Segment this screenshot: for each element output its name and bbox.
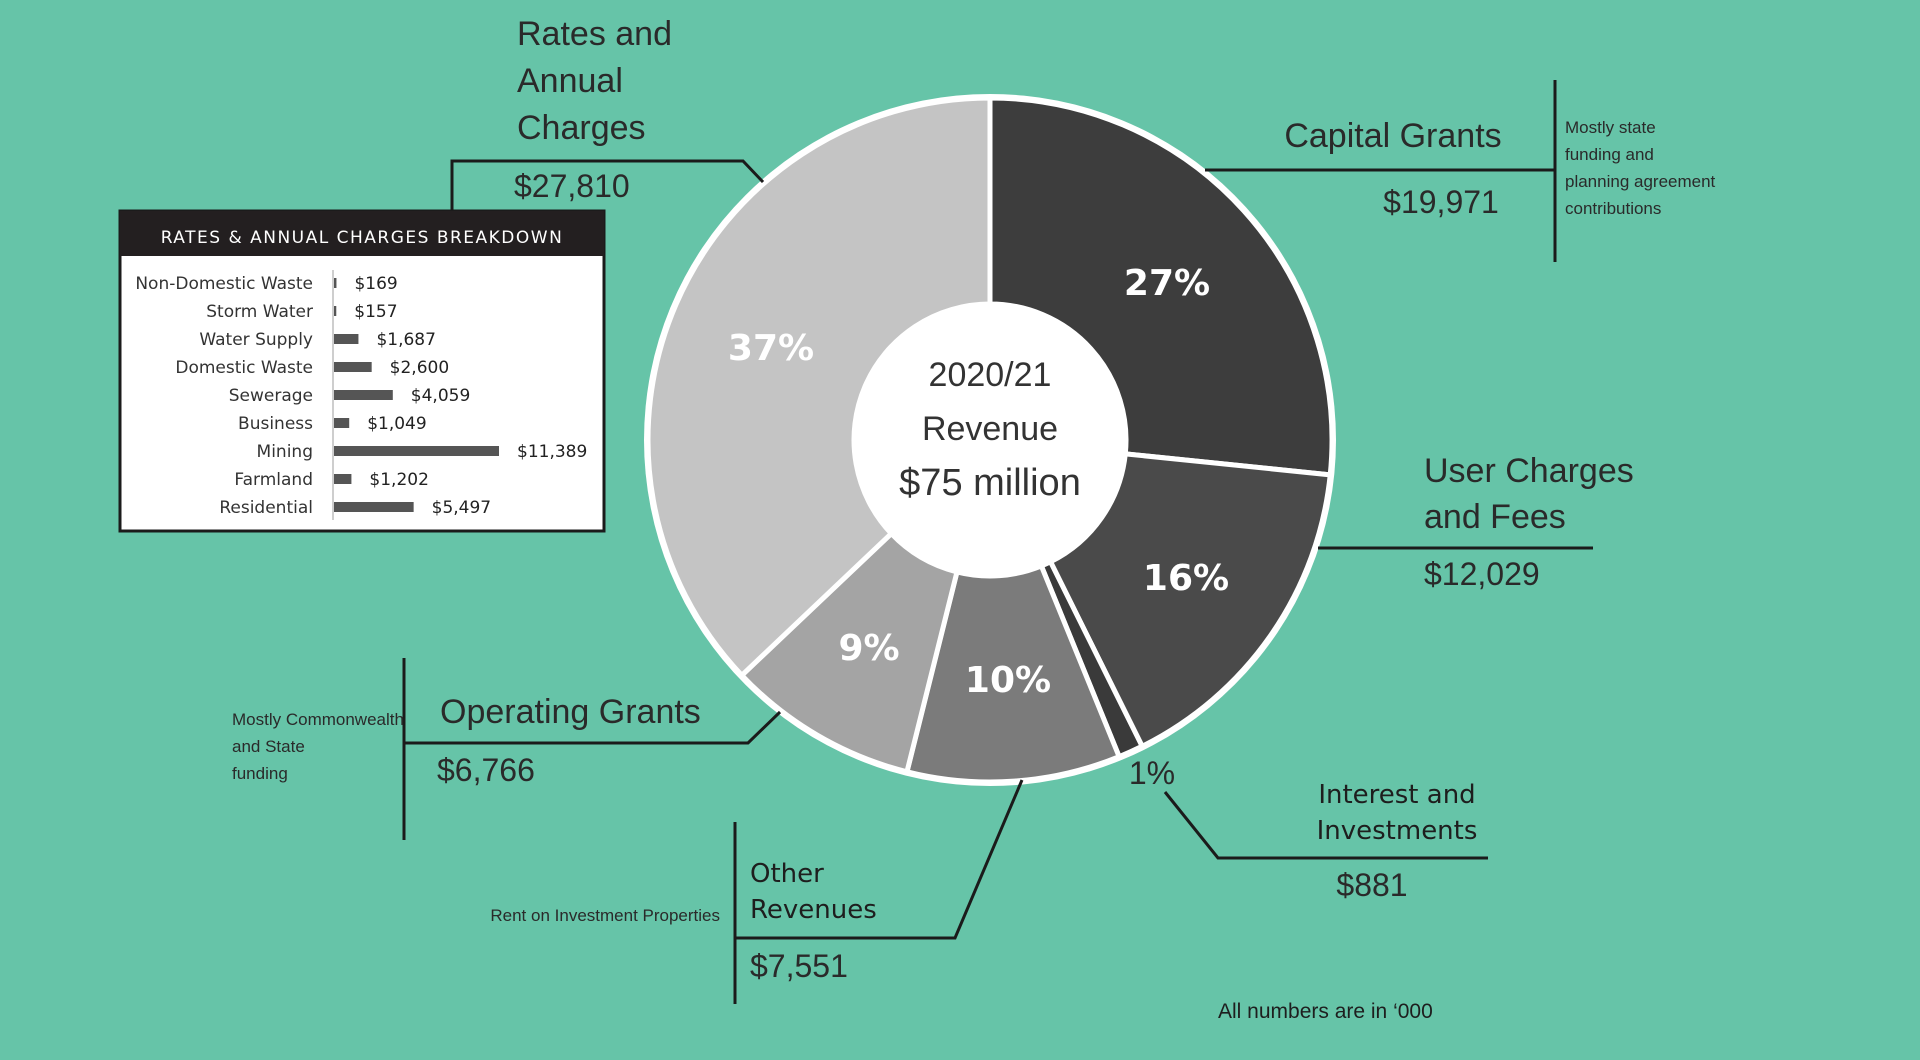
- breakdown-category: Water Supply: [199, 330, 313, 350]
- breakdown-value: $157: [354, 302, 397, 322]
- value-user-charges: $12,029: [1424, 556, 1540, 592]
- label-rates-2: Annual: [517, 62, 623, 100]
- footnote: All numbers are in ‘000: [1218, 1000, 1433, 1023]
- donut-chart: [644, 94, 1336, 786]
- breakdown-category: Business: [238, 414, 313, 434]
- slice-user-charges-and-fees: [1047, 451, 1333, 750]
- breakdown-bar: [334, 362, 372, 372]
- breakdown-value: $1,687: [376, 330, 435, 350]
- breakdown-rows: Non-Domestic Waste $169 Storm Water $157 Wat…: [135, 274, 587, 518]
- pct-user-charges: 16%: [1143, 558, 1229, 599]
- slice-capital-grants: [987, 95, 1335, 478]
- note-operating-grants-3: funding: [232, 764, 288, 783]
- breakdown-category: Domestic Waste: [175, 358, 313, 378]
- breakdown-panel: RATES & ANNUAL CHARGES BREAKDOWN Non-Dom…: [118, 209, 606, 533]
- leader-operating-grants: [404, 710, 782, 745]
- leader-interest: [1163, 791, 1488, 860]
- breakdown-category: Residential: [219, 498, 313, 518]
- breakdown-value: $1,049: [367, 414, 426, 434]
- breakdown-value: $2,600: [390, 358, 449, 378]
- leader-rates: [450, 159, 765, 211]
- note-capital-grants-4: contributions: [1565, 199, 1661, 218]
- slice-other-revenues: [903, 562, 1123, 785]
- breakdown-bar: [334, 278, 337, 288]
- breakdown-category: Non-Domestic Waste: [135, 274, 313, 294]
- breakdown-bar: [334, 474, 352, 484]
- center-year: 2020/21: [929, 356, 1052, 394]
- breakdown-value: $5,497: [432, 498, 491, 518]
- breakdown-bar: [334, 446, 499, 456]
- breakdown-value: $4,059: [411, 386, 470, 406]
- label-rates-3: Charges: [517, 109, 646, 147]
- pct-other-revenues: 10%: [965, 660, 1051, 701]
- slice-operating-grants: [738, 530, 961, 775]
- breakdown-bar: [334, 502, 414, 512]
- label-interest-2: Investments: [1317, 816, 1478, 846]
- slice-rates-and-annual-charges: [645, 95, 993, 679]
- value-operating-grants: $6,766: [437, 752, 535, 788]
- note-other-revenues: Rent on Investment Properties: [490, 906, 720, 925]
- note-capital-grants-2: funding and: [1565, 145, 1654, 164]
- breakdown-bar: [334, 418, 350, 428]
- breakdown-bar: [334, 334, 359, 344]
- breakdown-header: [120, 211, 604, 256]
- breakdown-value: $1,202: [369, 470, 428, 490]
- label-other-revenues-1: Other: [750, 859, 824, 889]
- note-capital-grants-1: Mostly state: [1565, 118, 1656, 137]
- leader-other-revenues: [735, 779, 1024, 940]
- note-operating-grants-1: Mostly Commonwealth: [232, 710, 404, 729]
- breakdown-title: RATES & ANNUAL CHARGES BREAKDOWN: [161, 228, 564, 248]
- breakdown-value: $169: [354, 274, 397, 294]
- donut-center: [856, 306, 1124, 574]
- breakdown-bar: [334, 390, 393, 400]
- note-operating-grants-2: and State: [232, 737, 305, 756]
- label-user-charges-2: and Fees: [1424, 498, 1566, 536]
- value-rates: $27,810: [514, 168, 630, 204]
- value-other-revenues: $7,551: [750, 948, 848, 984]
- value-interest: $881: [1336, 867, 1407, 903]
- label-operating-grants: Operating Grants: [440, 693, 701, 731]
- label-user-charges-1: User Charges: [1424, 452, 1634, 490]
- pct-interest: 1%: [1129, 755, 1175, 791]
- breakdown-category: Sewerage: [229, 386, 313, 406]
- pct-capital-grants: 27%: [1124, 263, 1210, 304]
- note-capital-grants-3: planning agreement: [1565, 172, 1716, 191]
- center-total: $75 million: [899, 462, 1081, 504]
- label-interest-1: Interest and: [1318, 780, 1475, 810]
- label-rates-1: Rates and: [517, 15, 672, 53]
- value-capital-grants: $19,971: [1383, 184, 1499, 220]
- breakdown-category: Mining: [257, 442, 313, 462]
- pct-operating-grants: 9%: [838, 628, 899, 669]
- breakdown-value: $11,389: [517, 442, 587, 462]
- center-revenue: Revenue: [922, 410, 1058, 448]
- label-capital-grants: Capital Grants: [1284, 117, 1501, 155]
- label-other-revenues-2: Revenues: [750, 895, 877, 925]
- pct-rates: 37%: [728, 328, 814, 369]
- breakdown-category: Storm Water: [206, 302, 313, 322]
- breakdown-bar: [334, 306, 337, 316]
- breakdown-category: Farmland: [234, 470, 313, 490]
